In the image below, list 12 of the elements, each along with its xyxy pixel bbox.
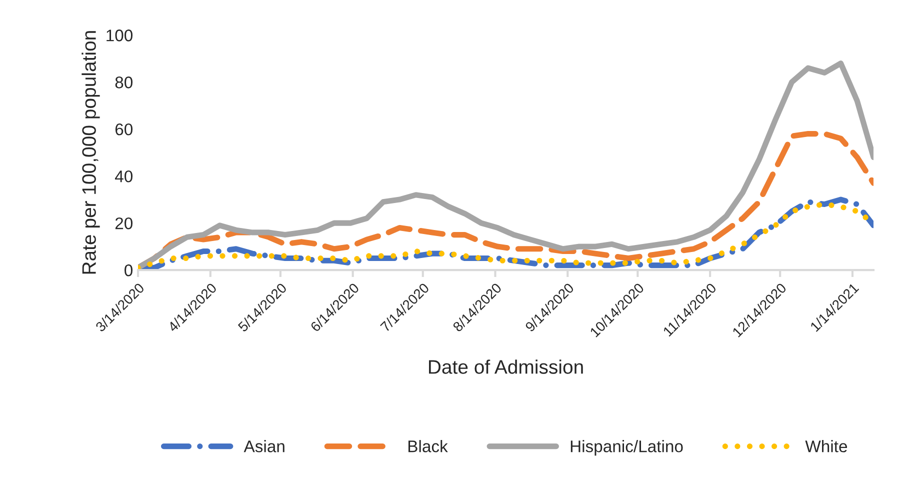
y-tick-label: 20	[115, 217, 133, 230]
y-tick-label: 80	[115, 76, 133, 88]
legend-label: Hispanic/Latino	[570, 440, 683, 456]
y-tick-label: 100	[106, 30, 133, 42]
y-tick-label: 0	[124, 264, 133, 276]
legend-label: Asian	[244, 440, 284, 452]
x-axis-title: Date of Admission	[428, 360, 583, 374]
y-axis-title: Rate per 100,000 population	[82, 31, 100, 274]
y-tick-label: 40	[115, 170, 133, 182]
y-tick-label: 60	[115, 123, 133, 136]
legend-label: Black	[408, 440, 448, 452]
legend-label: White	[805, 440, 848, 452]
